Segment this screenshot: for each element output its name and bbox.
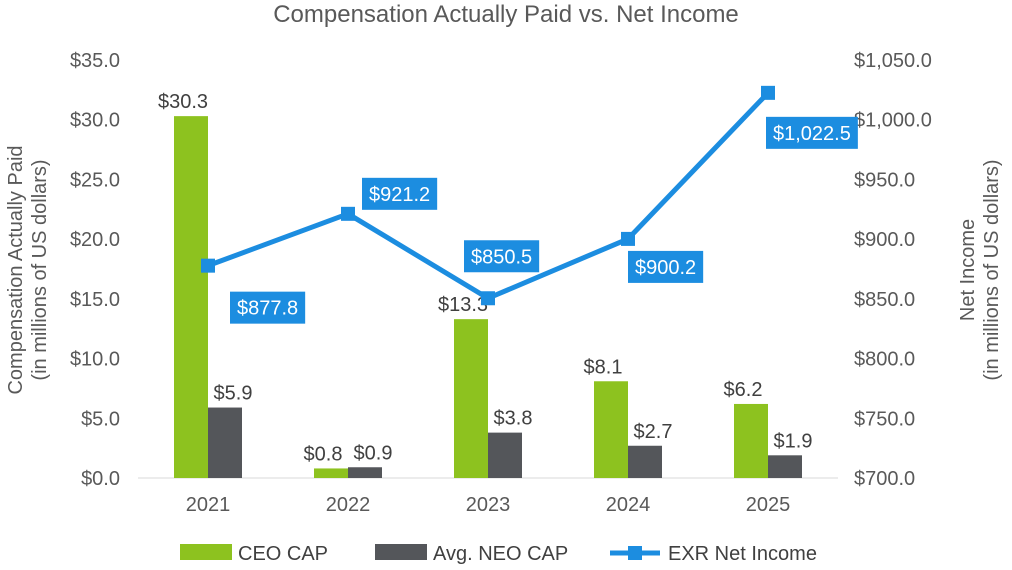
line-value-label: $877.8 xyxy=(237,298,298,320)
x-axis-ticks: 2021 2022 2023 2024 2025 xyxy=(186,494,791,516)
bar-value-label: $3.8 xyxy=(494,408,533,430)
bar-neo-cap xyxy=(768,455,802,478)
legend-label: CEO CAP xyxy=(238,543,328,565)
net-income-marker xyxy=(481,291,495,306)
bar-neo-cap xyxy=(348,467,382,478)
right-tick-label: $950.0 xyxy=(854,169,915,191)
legend-label: EXR Net Income xyxy=(668,543,817,565)
left-axis-ticks: $0.0 $5.0 $10.0 $15.0 $20.0 $25.0 $30.0 $35.0 xyxy=(70,50,120,490)
line-value-label: $900.2 xyxy=(635,257,696,279)
line-value-label-box xyxy=(464,240,540,273)
net-income-marker xyxy=(341,206,355,221)
right-axis-title: Net Income (in millions of US dollars) xyxy=(957,159,1003,380)
right-axis-ticks: $700.0 $750.0 $800.0 $850.0 $900.0 $950.0 $1,0… xyxy=(854,50,932,490)
right-axis-title-line2: (in millions of US dollars) xyxy=(981,159,1003,380)
legend-swatch xyxy=(180,544,232,560)
left-tick-label: $25.0 xyxy=(70,169,120,191)
line-value-label-box xyxy=(230,291,306,324)
bar-series xyxy=(174,116,802,478)
left-tick-label: $0.0 xyxy=(81,468,120,490)
right-tick-label: $800.0 xyxy=(854,349,915,371)
legend-marker-swatch xyxy=(628,546,642,560)
bar-ceo-cap xyxy=(454,319,488,478)
right-tick-label: $1,050.0 xyxy=(854,50,932,72)
left-tick-label: $5.0 xyxy=(81,408,120,430)
bar-value-label: $13.3 xyxy=(438,294,488,316)
bar-neo-cap xyxy=(208,407,242,478)
net-income-marker xyxy=(621,231,635,246)
right-axis-title-line1: Net Income xyxy=(957,219,979,321)
x-tick-label: 2025 xyxy=(746,494,791,516)
right-tick-label: $750.0 xyxy=(854,408,915,430)
legend-swatch xyxy=(375,544,427,560)
left-tick-label: $10.0 xyxy=(70,349,120,371)
bar-neo-cap xyxy=(628,445,662,478)
line-value-label: $921.2 xyxy=(369,184,430,206)
net-income-marker xyxy=(761,85,775,100)
bar-neo-cap xyxy=(488,432,522,478)
chart-title: Compensation Actually Paid vs. Net Incom… xyxy=(273,1,739,28)
right-tick-label: $700.0 xyxy=(854,468,915,490)
line-data-labels: $877.8 $921.2 $850.5 $900.2 $1,022.5 xyxy=(230,116,858,324)
bar-value-label: $30.3 xyxy=(158,91,208,113)
line-value-label-box xyxy=(766,116,858,149)
line-value-label-box xyxy=(628,250,704,283)
bar-ceo-cap xyxy=(594,381,628,478)
bar-ceo-cap xyxy=(314,468,348,478)
bar-value-label: $1.9 xyxy=(774,430,813,452)
left-axis-title: Compensation Actually Paid (in millions … xyxy=(5,145,51,394)
legend-label: Avg. NEO CAP xyxy=(433,543,568,565)
bar-value-label: $0.8 xyxy=(304,443,343,465)
left-tick-label: $30.0 xyxy=(70,110,120,132)
line-value-label: $850.5 xyxy=(471,246,532,268)
bar-data-labels: $30.3 $0.8 $13.3 $8.1 $6.2 $5.9 $0.9 $3.8 $2.7 $1… xyxy=(158,91,813,465)
bar-value-label: $8.1 xyxy=(584,356,623,378)
net-income-marker xyxy=(201,258,215,273)
x-tick-label: 2024 xyxy=(606,494,651,516)
left-axis-title-line1: Compensation Actually Paid xyxy=(5,145,27,394)
left-tick-label: $20.0 xyxy=(70,229,120,251)
right-tick-label: $1,000.0 xyxy=(854,110,932,132)
bar-value-label: $2.7 xyxy=(634,421,673,443)
left-tick-label: $15.0 xyxy=(70,289,120,311)
bar-ceo-cap xyxy=(174,116,208,478)
bar-value-label: $0.9 xyxy=(354,442,393,464)
left-axis-title-line2: (in millions of US dollars) xyxy=(29,159,51,380)
right-tick-label: $850.0 xyxy=(854,289,915,311)
x-tick-label: 2022 xyxy=(326,494,371,516)
x-tick-label: 2023 xyxy=(466,494,511,516)
x-tick-label: 2021 xyxy=(186,494,231,516)
bar-value-label: $6.2 xyxy=(724,379,763,401)
line-value-label: $1,022.5 xyxy=(773,123,851,145)
legend: CEO CAP Avg. NEO CAP EXR Net Income xyxy=(180,543,817,565)
bar-value-label: $5.9 xyxy=(214,383,253,405)
left-tick-label: $35.0 xyxy=(70,50,120,72)
bar-ceo-cap xyxy=(734,403,768,478)
line-value-label-box xyxy=(362,177,438,210)
line-series xyxy=(201,85,775,306)
right-tick-label: $900.0 xyxy=(854,229,915,251)
